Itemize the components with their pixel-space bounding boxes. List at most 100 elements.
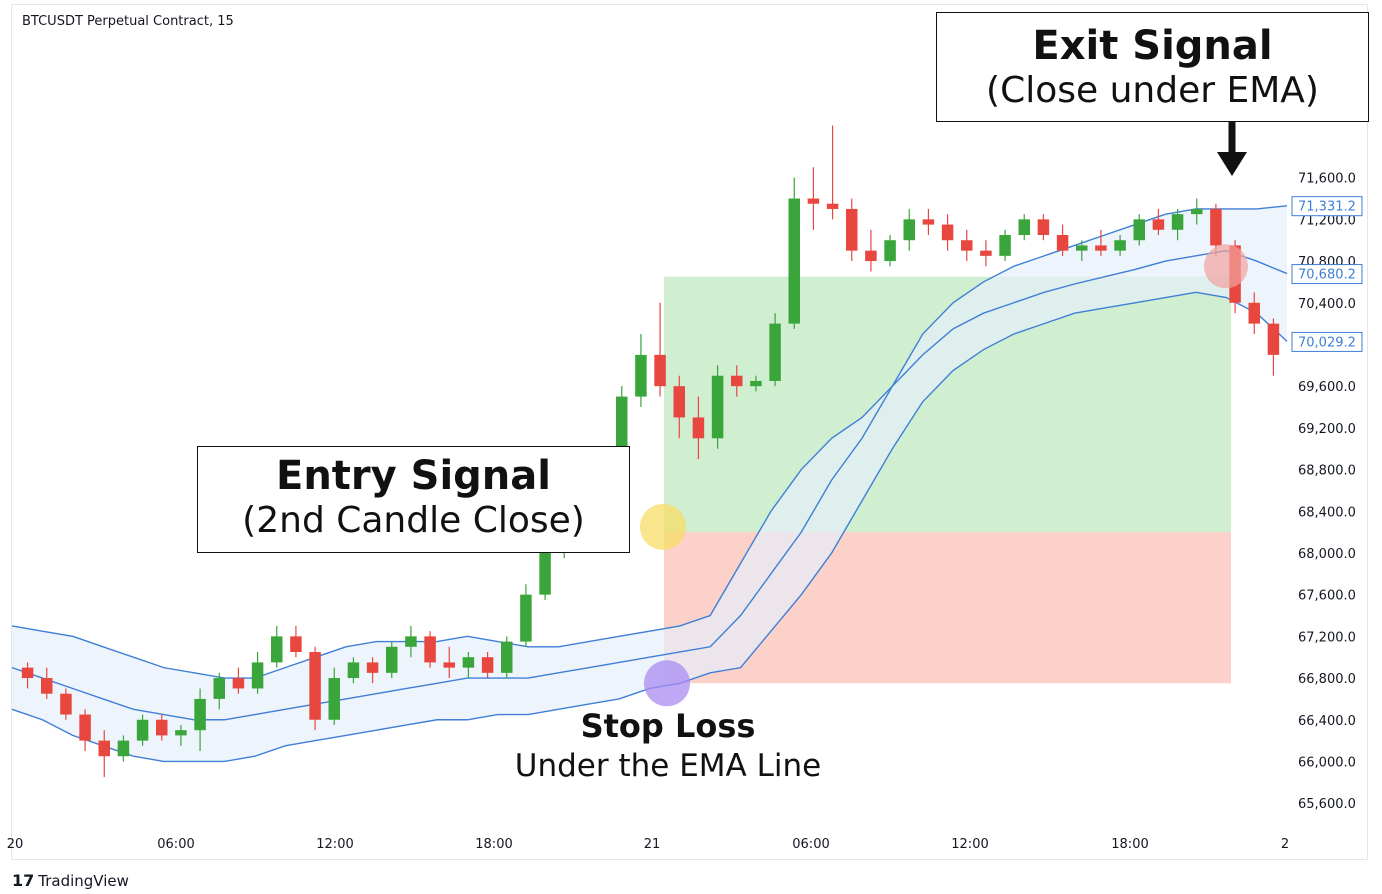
- candle-body: [1191, 208, 1203, 215]
- entry-marker: [640, 503, 686, 550]
- candle-body: [999, 235, 1011, 256]
- price-badge-label: 70,680.2: [1298, 268, 1356, 283]
- candle-body: [941, 224, 954, 241]
- candle-body: [1056, 235, 1069, 251]
- channel-middle-line: [11, 249, 1288, 721]
- price-badge-label: 70,029.2: [1298, 335, 1356, 350]
- candle: [769, 313, 781, 387]
- candle-body: [347, 662, 360, 679]
- candle-body: [961, 240, 973, 251]
- candle: [1056, 224, 1069, 256]
- candle: [635, 334, 647, 408]
- candle-body: [865, 250, 877, 262]
- candle-body: [60, 693, 72, 715]
- candle: [405, 625, 417, 658]
- candle: [290, 625, 302, 658]
- candle: [462, 651, 475, 679]
- candle: [443, 646, 455, 679]
- x-tick-label: 2: [1281, 837, 1289, 852]
- y-tick-label: 67,200.0: [1298, 630, 1356, 645]
- candle-body: [807, 198, 820, 204]
- symbol-label: BTCUSDT Perpetual Contract, 15: [22, 14, 234, 29]
- candle: [309, 646, 321, 731]
- candle-body: [884, 240, 896, 262]
- entry-signal-title: Entry Signal: [276, 453, 551, 499]
- x-tick-label: 06:00: [792, 837, 829, 852]
- x-tick-label: 12:00: [951, 837, 988, 852]
- y-tick-label: 68,000.0: [1298, 547, 1356, 562]
- price-badge: 70,680.2: [1291, 264, 1363, 285]
- candle: [922, 208, 935, 236]
- candle-body: [462, 657, 475, 668]
- candle: [711, 365, 724, 449]
- x-tick-label: 06:00: [157, 837, 194, 852]
- chart-frame: [11, 4, 1368, 860]
- y-tick-label: 69,600.0: [1298, 380, 1356, 395]
- y-tick-label: 67,600.0: [1298, 589, 1356, 604]
- candle: [1114, 235, 1126, 256]
- candle: [903, 208, 915, 251]
- candle-body: [788, 198, 800, 324]
- candle-body: [1152, 219, 1165, 230]
- candle: [1095, 229, 1107, 256]
- candle-body: [21, 667, 34, 679]
- candle-body: [481, 657, 494, 673]
- candle: [1171, 208, 1184, 241]
- stop-marker: [644, 660, 690, 707]
- tradingview-logo[interactable]: 17 TradingView: [12, 871, 129, 890]
- candle-body: [826, 203, 839, 209]
- price-badge: 70,029.2: [1291, 331, 1363, 352]
- markers-layer: [640, 244, 1248, 707]
- candle: [1037, 214, 1050, 241]
- candle: [213, 672, 225, 710]
- candle: [347, 657, 360, 684]
- candle: [501, 636, 513, 679]
- candle-body: [175, 730, 187, 736]
- candle: [194, 688, 206, 752]
- candle: [1267, 318, 1280, 376]
- y-tick-label: 69,200.0: [1298, 422, 1356, 437]
- candle-body: [443, 662, 455, 668]
- candle-body: [79, 714, 91, 741]
- price-badge: 71,331.2: [1291, 196, 1363, 217]
- candle: [846, 198, 858, 262]
- candle: [807, 167, 820, 230]
- exit-arrow-head: [1217, 152, 1247, 176]
- candle: [328, 667, 340, 725]
- price-badge-box: [1291, 331, 1363, 352]
- candle-body: [501, 641, 513, 673]
- candle: [79, 709, 91, 752]
- candle: [941, 214, 954, 251]
- candle: [826, 125, 839, 220]
- y-tick-label: 66,800.0: [1298, 672, 1356, 687]
- candle-body: [405, 636, 417, 647]
- price-badge-box: [1291, 196, 1363, 217]
- candle-body: [654, 354, 666, 387]
- candle: [788, 177, 800, 329]
- x-axis: 20 06:00 12:00 18:00 21 06:00 12:00 18:00 2: [7, 837, 1289, 852]
- candle-body: [328, 678, 340, 720]
- stop-loss-annotation: Stop Loss Under the EMA Line: [478, 706, 858, 786]
- candle-body: [1114, 240, 1126, 251]
- candle-body: [1267, 323, 1280, 355]
- candle: [865, 229, 877, 272]
- candle-body: [692, 417, 705, 439]
- candle-body: [366, 662, 379, 673]
- candle-body: [41, 678, 53, 694]
- candle-body: [903, 219, 915, 241]
- candle: [386, 641, 398, 679]
- candle-body: [711, 375, 724, 439]
- exit-signal-subtitle: (Close under EMA): [986, 70, 1319, 111]
- candle: [999, 229, 1011, 262]
- candle-body: [232, 678, 245, 689]
- x-tick-label: 12:00: [316, 837, 353, 852]
- candle: [1076, 240, 1088, 262]
- stop-loss-title: Stop Loss: [580, 707, 756, 745]
- exit-signal-box: Exit Signal (Close under EMA): [936, 12, 1369, 122]
- candle-body: [980, 250, 992, 256]
- candle: [21, 662, 34, 689]
- candle-body: [194, 698, 206, 731]
- candle-body: [309, 651, 321, 720]
- y-tick-label: 65,600.0: [1298, 797, 1356, 812]
